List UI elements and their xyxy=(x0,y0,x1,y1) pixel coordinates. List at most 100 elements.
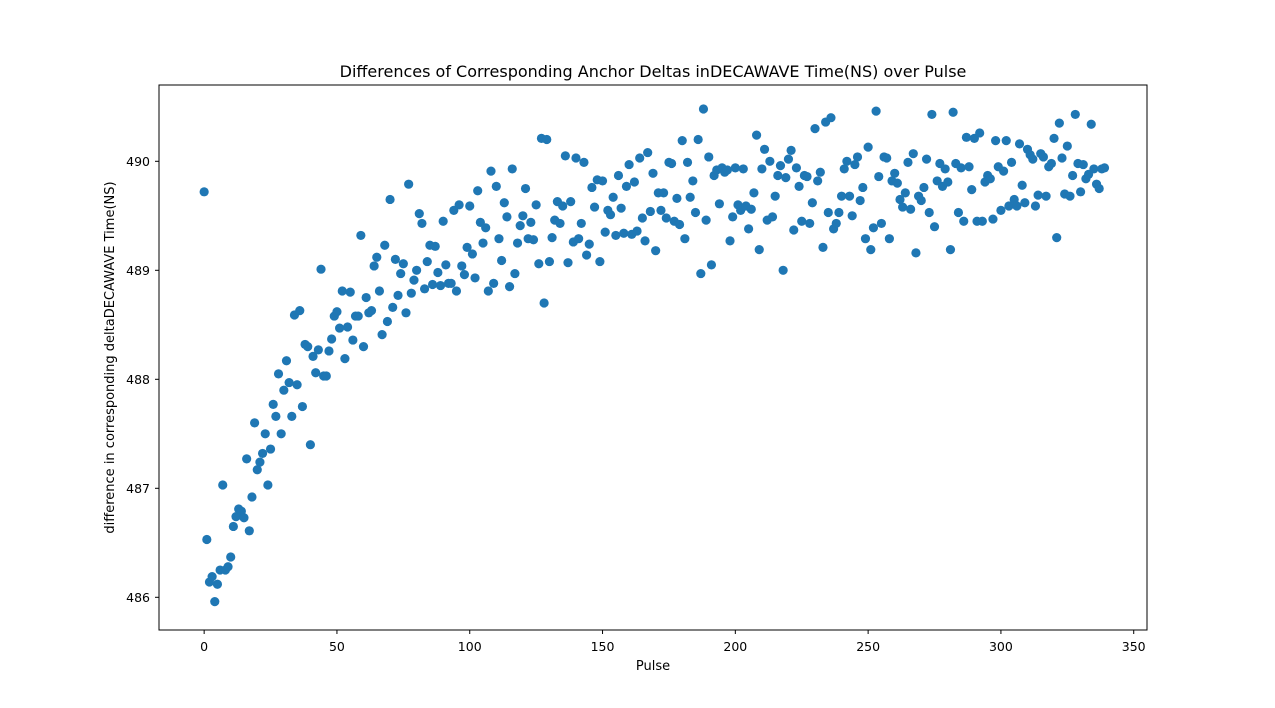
data-point xyxy=(1012,201,1022,211)
data-point xyxy=(868,223,879,233)
data-point xyxy=(388,302,398,312)
data-point xyxy=(250,418,260,428)
data-point xyxy=(648,168,658,178)
data-point xyxy=(489,278,499,288)
data-point xyxy=(454,200,464,210)
data-point xyxy=(956,163,966,173)
data-point xyxy=(239,513,249,523)
data-point xyxy=(767,212,778,222)
data-point xyxy=(656,205,666,215)
data-point xyxy=(863,142,873,152)
data-point xyxy=(651,246,661,256)
data-point xyxy=(765,156,775,166)
data-point xyxy=(953,207,964,218)
data-point xyxy=(632,226,642,236)
data-point xyxy=(451,286,462,296)
data-point xyxy=(1068,170,1078,181)
data-point xyxy=(576,218,586,229)
data-point xyxy=(412,265,422,275)
data-point xyxy=(759,144,770,154)
data-point xyxy=(704,152,714,162)
data-point xyxy=(985,174,995,184)
data-point xyxy=(746,204,756,214)
data-point xyxy=(207,571,217,582)
data-points xyxy=(199,104,1110,607)
data-point xyxy=(303,342,313,352)
data-point xyxy=(297,401,308,412)
data-point xyxy=(884,234,894,244)
y-tick-label: 490 xyxy=(126,154,150,169)
data-point xyxy=(279,385,289,395)
data-point xyxy=(518,211,528,221)
data-point xyxy=(690,207,701,218)
data-point xyxy=(977,216,987,226)
data-point xyxy=(791,163,802,173)
data-point xyxy=(356,230,366,241)
data-point xyxy=(497,255,507,266)
data-point xyxy=(473,186,483,196)
data-point xyxy=(398,259,408,269)
data-point xyxy=(916,195,926,206)
data-point xyxy=(1057,153,1067,163)
y-tick-label: 486 xyxy=(126,590,150,605)
data-point xyxy=(898,202,908,212)
data-point xyxy=(502,212,512,222)
data-point xyxy=(271,411,281,421)
data-point xyxy=(813,176,823,186)
data-point xyxy=(587,182,597,193)
x-tick-label: 150 xyxy=(591,639,615,654)
data-point xyxy=(348,335,358,345)
data-point xyxy=(1094,183,1104,194)
data-point xyxy=(722,165,732,175)
data-point xyxy=(794,181,804,191)
data-point xyxy=(786,145,796,155)
data-point xyxy=(409,275,419,285)
data-point xyxy=(438,216,448,226)
data-point xyxy=(1030,201,1041,211)
y-tick-label: 489 xyxy=(126,263,150,278)
data-point xyxy=(382,316,393,327)
data-point xyxy=(308,351,318,362)
data-point xyxy=(876,218,887,229)
data-point xyxy=(964,162,974,172)
data-point xyxy=(228,521,238,532)
data-point xyxy=(781,173,791,183)
data-point xyxy=(1076,187,1086,197)
data-point xyxy=(900,188,910,198)
data-point xyxy=(512,238,523,248)
data-point xyxy=(961,132,972,142)
data-point xyxy=(621,181,632,191)
data-point xyxy=(645,206,655,217)
plot-frame xyxy=(158,84,1148,631)
data-point xyxy=(340,353,350,364)
data-point xyxy=(749,188,759,198)
data-point xyxy=(566,197,576,207)
data-point xyxy=(491,181,501,191)
data-point xyxy=(807,198,817,208)
data-point xyxy=(643,147,653,158)
data-point xyxy=(534,259,544,269)
data-point xyxy=(414,209,424,219)
data-point xyxy=(637,213,647,223)
data-point xyxy=(459,270,470,280)
data-point xyxy=(441,260,451,270)
data-point xyxy=(210,597,220,607)
data-point xyxy=(701,215,711,225)
data-point xyxy=(805,218,815,229)
data-point xyxy=(738,164,748,174)
data-point xyxy=(1065,191,1075,201)
data-point xyxy=(305,440,315,450)
data-point xyxy=(380,240,390,250)
data-point xyxy=(457,261,467,271)
data-point xyxy=(470,273,480,283)
data-point xyxy=(866,244,876,255)
data-point xyxy=(996,205,1006,215)
data-point xyxy=(818,242,828,253)
data-point xyxy=(226,552,236,562)
data-point xyxy=(834,207,844,218)
data-point xyxy=(871,106,881,116)
data-point xyxy=(558,201,568,211)
data-point xyxy=(494,234,504,244)
data-point xyxy=(948,107,958,117)
data-point xyxy=(462,242,472,253)
